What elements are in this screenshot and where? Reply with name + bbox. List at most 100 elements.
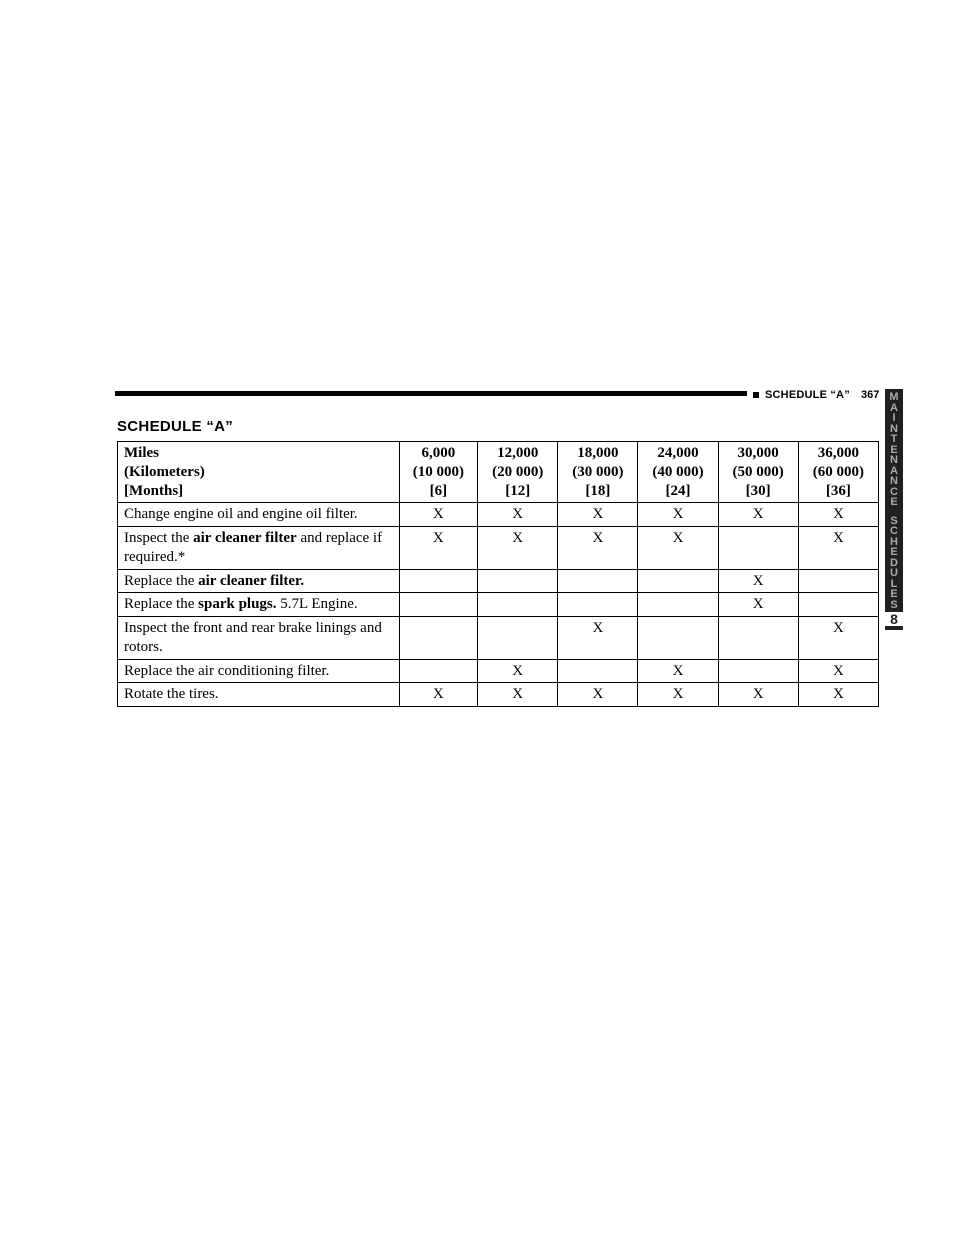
tab-letter: T [885,434,903,445]
table-row: Replace the air cleaner filter. X [118,569,879,593]
desc-text: Replace the [124,596,198,612]
mark-cell: X [638,503,718,527]
col-km: (10 000) [406,463,472,482]
desc-text: Inspect the front and rear brake linings… [124,620,382,655]
row-description: Rotate the tires. [118,683,400,707]
table-header-col: 36,000 (60 000) [36] [798,442,878,503]
col-km: (60 000) [805,463,872,482]
tab-letter: M [885,392,903,403]
table-row: Change engine oil and engine oil filter.… [118,503,879,527]
table-header-col: 18,000 (30 000) [18] [558,442,638,503]
table-row: Inspect the front and rear brake linings… [118,617,879,660]
table-header-col: 6,000 (10 000) [6] [399,442,478,503]
mark-cell: X [399,503,478,527]
mark-cell: X [558,683,638,707]
mark-cell: X [798,503,878,527]
desc-text: Inspect the [124,530,193,546]
desc-bold: air cleaner filter [193,530,297,546]
tab-letter: U [885,568,903,579]
col-miles: 36,000 [805,444,872,463]
header-miles-label: Miles [124,444,393,463]
header-rule [115,391,747,396]
table-header-desc: Miles (Kilometers) [Months] [118,442,400,503]
mark-cell: X [478,659,558,683]
mark-cell: X [558,617,638,660]
col-months: [30] [725,482,792,501]
mark-cell [558,569,638,593]
col-miles: 18,000 [564,444,631,463]
mark-cell [399,659,478,683]
table-row: Replace the spark plugs. 5.7L Engine. X [118,593,879,617]
mark-cell: X [718,593,798,617]
header-square-marker [753,392,759,398]
mark-cell [478,593,558,617]
desc-text: Change engine oil and engine oil filter. [124,506,358,522]
mark-cell: X [638,527,718,570]
page-number: 367 [861,389,879,401]
desc-text: Rotate the tires. [124,686,219,702]
col-months: [24] [644,482,711,501]
mark-cell [718,617,798,660]
col-km: (50 000) [725,463,792,482]
mark-cell: X [718,683,798,707]
tab-section-number: 8 [885,612,903,626]
running-head: SCHEDULE “A” [765,389,850,401]
mark-cell: X [478,683,558,707]
mark-cell [638,593,718,617]
desc-text: 5.7L Engine. [277,596,358,612]
row-description: Inspect the air cleaner filter and repla… [118,527,400,570]
mark-cell [399,617,478,660]
tab-letter: I [885,413,903,424]
table-body: Change engine oil and engine oil filter.… [118,503,879,707]
tab-letter: S [885,600,903,611]
mark-cell: X [638,659,718,683]
table-row: Inspect the air cleaner filter and repla… [118,527,879,570]
row-description: Replace the air conditioning filter. [118,659,400,683]
col-miles: 12,000 [484,444,551,463]
row-description: Replace the spark plugs. 5.7L Engine. [118,593,400,617]
col-miles: 6,000 [406,444,472,463]
mark-cell: X [718,569,798,593]
tab-letter: C [885,526,903,537]
mark-cell: X [798,659,878,683]
mark-cell [478,617,558,660]
mark-cell [478,569,558,593]
tab-letter: N [885,455,903,466]
mark-cell [638,569,718,593]
table-header-col: 30,000 (50 000) [30] [718,442,798,503]
tab-letter: N [885,476,903,487]
mark-cell: X [478,527,558,570]
col-miles: 30,000 [725,444,792,463]
mark-cell [399,593,478,617]
desc-text: Replace the air conditioning filter. [124,663,329,679]
col-months: [6] [406,482,472,501]
desc-bold: spark plugs. [198,596,276,612]
tab-letter: E [885,497,903,508]
mark-cell [558,659,638,683]
row-description: Inspect the front and rear brake linings… [118,617,400,660]
mark-cell: X [399,683,478,707]
tab-letter: E [885,547,903,558]
mark-cell [798,569,878,593]
mark-cell: X [798,527,878,570]
col-months: [18] [564,482,631,501]
tab-letter: E [885,589,903,600]
table-row: Replace the air conditioning filter. X X X [118,659,879,683]
col-km: (40 000) [644,463,711,482]
schedule-table: Miles (Kilometers) [Months] 6,000 (10 00… [117,441,879,707]
mark-cell: X [558,503,638,527]
mark-cell [558,593,638,617]
mark-cell: X [478,503,558,527]
row-description: Replace the air cleaner filter. [118,569,400,593]
mark-cell: X [718,503,798,527]
mark-cell [399,569,478,593]
mark-cell [798,593,878,617]
mark-cell [638,617,718,660]
mark-cell [718,527,798,570]
header-months-label: [Months] [124,482,393,501]
table-header-col: 24,000 (40 000) [24] [638,442,718,503]
col-months: [36] [805,482,872,501]
mark-cell: X [798,683,878,707]
section-title: SCHEDULE “A” [117,418,233,435]
col-km: (20 000) [484,463,551,482]
